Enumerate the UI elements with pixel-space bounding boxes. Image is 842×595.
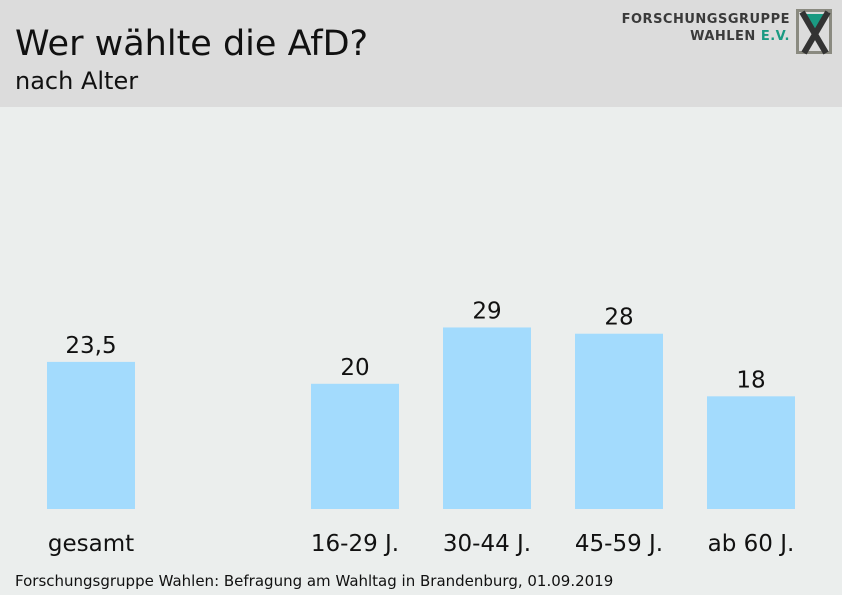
category-label: gesamt — [48, 531, 134, 557]
header — [0, 0, 842, 107]
logo-x-icon — [796, 9, 832, 55]
bar-0 — [47, 361, 135, 509]
bar-2 — [443, 327, 531, 509]
logo-text: FORSCHUNGSGRUPPE WAHLEN E.V. — [622, 11, 790, 45]
source-note: Forschungsgruppe Wahlen: Befragung am Wa… — [15, 572, 614, 590]
category-label: 30-44 J. — [443, 531, 531, 557]
value-label: 20 — [340, 355, 369, 381]
logo-line1: FORSCHUNGSGRUPPE — [621, 12, 790, 27]
bar-4 — [707, 396, 795, 509]
value-label: 28 — [604, 305, 633, 331]
bar-3 — [575, 333, 663, 509]
value-label: 23,5 — [65, 333, 116, 359]
category-label: 16-29 J. — [311, 531, 399, 557]
chart-title: Wer wählte die AfD? — [15, 24, 369, 64]
value-label: 29 — [472, 298, 501, 324]
logo-line2: WAHLEN — [690, 29, 756, 44]
bar-1 — [311, 383, 399, 509]
category-label: 45-59 J. — [575, 531, 663, 557]
category-label: ab 60 J. — [708, 531, 795, 557]
chart-subtitle: nach Alter — [15, 67, 139, 95]
value-label: 18 — [736, 367, 765, 393]
logo-ev: E.V. — [760, 29, 790, 44]
